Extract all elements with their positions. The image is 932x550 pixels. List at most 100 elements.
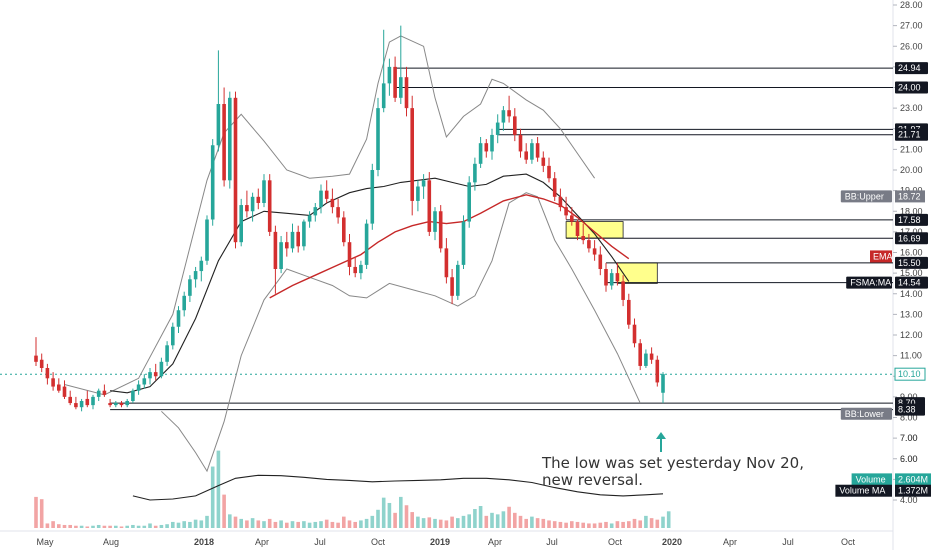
volume-bar (513, 512, 517, 528)
candle-body (490, 134, 494, 152)
volume-bar (205, 515, 209, 528)
candle-body (119, 403, 124, 406)
volume-bar (131, 524, 135, 528)
time-axis[interactable]: May Aug 2018 Apr Jul Oct 2019 Apr Jul Oct 2020 Apr J… (36, 537, 855, 547)
candle-body (285, 242, 289, 249)
candle-body (450, 277, 454, 296)
candle-body (307, 215, 312, 222)
highlight-box (565, 221, 624, 239)
volume-bar (524, 518, 528, 528)
volume-bar (210, 466, 215, 528)
volume-bar (62, 524, 67, 528)
candle-body (518, 134, 523, 152)
candle-body (364, 223, 369, 265)
time-label: 2019 (430, 537, 450, 547)
time-label: Jul (782, 537, 794, 547)
volume-value: 1.372M (898, 486, 928, 496)
candle-body (387, 66, 392, 84)
price-tick-label: 13.00 (900, 309, 923, 319)
candle-body (416, 186, 420, 201)
candle-body (330, 198, 335, 208)
volume-bar (239, 518, 243, 528)
volume-bar (296, 521, 300, 528)
level-tag-text: 17.58 (898, 215, 921, 225)
price-tick-label: 12.00 (900, 330, 923, 340)
volume-bar (410, 512, 414, 528)
candle-body (501, 110, 506, 123)
volume-bar (461, 515, 466, 528)
candle-body (524, 151, 528, 160)
level-tag-bg (895, 403, 925, 416)
level-tag-bg (895, 256, 928, 269)
volume-bar (142, 525, 147, 528)
volume-bar (501, 511, 506, 528)
volume-value-bg (895, 484, 931, 497)
volume-bar (530, 516, 534, 528)
volume-bar (467, 514, 471, 528)
volume-bar (267, 518, 272, 528)
volume-bar (427, 517, 432, 528)
candle-body (456, 264, 460, 296)
volume-bar (518, 515, 523, 528)
candle-body (279, 242, 283, 269)
level-tag-text: 15.50 (898, 258, 921, 268)
horizontal-levels[interactable] (0, 67, 893, 411)
volume-bar (547, 520, 551, 528)
candle-body (171, 326, 175, 346)
candle-body (336, 207, 340, 218)
time-label: 2018 (194, 537, 214, 547)
arrow-head (656, 432, 666, 439)
time-label: Apr (723, 537, 737, 547)
level-tag-text: 8.38 (898, 405, 916, 415)
volume-bar (165, 524, 169, 528)
volume-bar (279, 520, 283, 528)
volume-bar (250, 518, 255, 528)
level-tag-text: 14.54 (898, 278, 921, 288)
price-axis[interactable]: 28.0027.0026.0025.0024.0023.0022.0021.00… (893, 0, 923, 505)
price-tick-label: 17.00 (900, 227, 923, 237)
volume-bar (285, 522, 289, 528)
indicator-prefix-bg (840, 407, 892, 420)
volume-bar (587, 523, 591, 528)
candle-body (461, 221, 466, 265)
volume-bar (638, 520, 642, 528)
price-tick-label: 9.00 (900, 392, 918, 402)
volume-bar (307, 522, 312, 528)
last-price-tag-text: 10.10 (898, 369, 921, 379)
volume-bar (79, 525, 84, 528)
candle-body (319, 190, 323, 208)
candle-body (267, 180, 272, 232)
candle-body (228, 97, 232, 181)
up-arrow-icon (656, 432, 666, 452)
candle-body (564, 207, 568, 216)
price-tick-label: 11.00 (900, 351, 922, 361)
candle-body (473, 163, 477, 183)
candle-body (222, 104, 226, 181)
volume-bar (233, 516, 238, 528)
price-candles (34, 25, 665, 412)
candle-body (108, 403, 112, 406)
candle-body (239, 205, 243, 243)
volume-bar (478, 506, 483, 528)
candle-body (410, 108, 414, 201)
candle-body (609, 273, 614, 286)
volume-label: Volume MA (839, 486, 885, 496)
candle-body (615, 273, 620, 282)
indicator-prefix-bg (846, 276, 892, 289)
candle-body (552, 178, 557, 197)
volume-bar (171, 521, 175, 528)
price-tick-label: 8.00 (900, 413, 918, 423)
volume-bar (34, 496, 38, 528)
volume-bar (644, 515, 648, 528)
candle-body (381, 83, 386, 109)
indicator-value-bg (895, 190, 925, 203)
volume-bar (182, 521, 186, 528)
volume-bar (604, 521, 608, 528)
candle-body (210, 145, 215, 220)
volume-bar (444, 520, 449, 528)
volume-bar (57, 524, 61, 528)
candle-body (575, 221, 580, 236)
candle-body (438, 211, 443, 249)
volume-bar (558, 521, 563, 528)
